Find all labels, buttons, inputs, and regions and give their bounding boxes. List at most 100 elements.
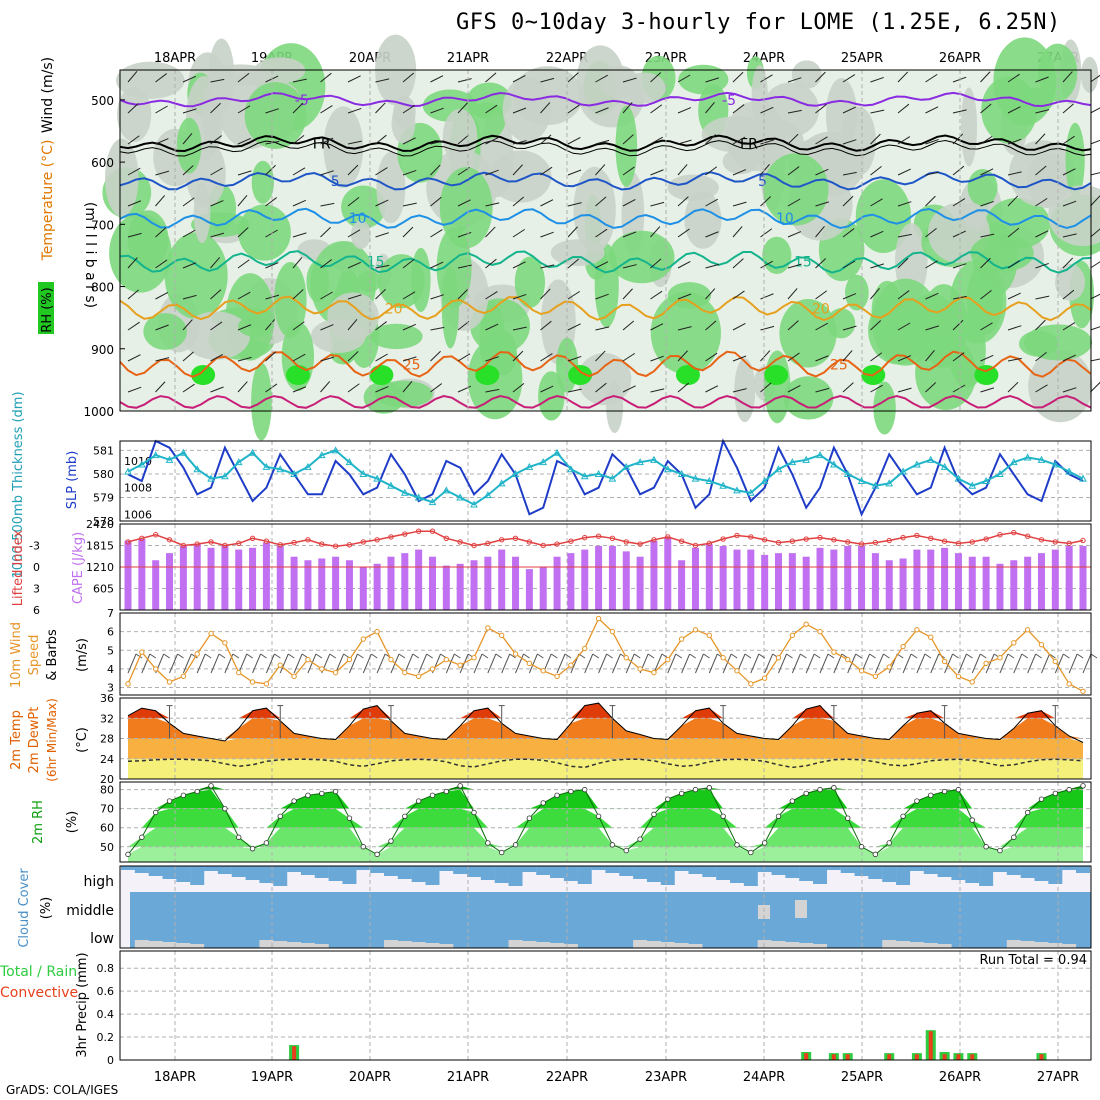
rh-region (623, 72, 666, 104)
cloud-high-bar (1048, 866, 1063, 884)
wind-barb (155, 357, 170, 362)
rh2m-marker (194, 788, 200, 795)
thickness-marker (456, 493, 465, 501)
surface-wind-barb (855, 653, 862, 659)
li-marker (872, 539, 879, 546)
precip-tick: 0.6 (97, 985, 115, 998)
cloud-low-bar (646, 941, 661, 948)
cloud-low-bar (813, 944, 828, 948)
surface-wind-barb (287, 653, 295, 659)
cloud-high-bar (909, 866, 924, 871)
wind-barb (870, 287, 880, 300)
wind-barb (402, 104, 416, 114)
rh-region (441, 266, 459, 349)
thickness-marker (816, 451, 824, 459)
surface-wind-barb (681, 653, 691, 674)
wind-barb (815, 258, 827, 269)
wind-barb (512, 350, 524, 362)
cloud-high-bar (550, 866, 565, 878)
wind-speed-marker (845, 656, 851, 663)
wind-barb (787, 109, 802, 114)
wind-barb (210, 289, 222, 300)
wind-barb (127, 167, 141, 176)
wind-barb (1035, 76, 1049, 83)
temp-band (128, 758, 1083, 779)
wind-barb (402, 291, 416, 300)
cloud-high-bar (979, 866, 994, 886)
thickness-marker (608, 474, 617, 482)
precip-convective-bar (292, 1046, 297, 1060)
wind-speed-marker (415, 673, 422, 680)
li-marker (955, 540, 962, 547)
rh2m-unit-label: (%) (65, 811, 80, 834)
rh2m-marker (498, 849, 505, 856)
wind-barb (485, 258, 497, 269)
wind-barb (952, 319, 964, 331)
cloud-high-bar (702, 866, 717, 877)
thickness-marker (746, 488, 755, 496)
li-marker (360, 539, 366, 545)
wind-speed-marker (305, 656, 311, 663)
wind-barb (567, 202, 582, 207)
surface-wind-barb (418, 653, 428, 674)
wind-barb (375, 232, 389, 238)
wind-barb (650, 136, 663, 145)
li-marker (568, 538, 574, 544)
pressure-tick: 600 (91, 156, 114, 170)
cloud-low-bar (1006, 940, 1021, 948)
li-marker (651, 537, 657, 543)
wind-barb (402, 169, 417, 176)
surface-wind-barb (141, 653, 151, 674)
wind-barb (870, 384, 883, 393)
thickness-marker (137, 460, 146, 468)
cloud-high-bar (522, 866, 537, 872)
wind-barb (292, 321, 305, 331)
wind-barb (457, 288, 469, 300)
cloud-high-bar (1076, 866, 1090, 873)
li-marker (595, 533, 602, 539)
surface-wind-barb (1027, 653, 1037, 674)
wind-barb (182, 108, 197, 114)
cloud-high-bar (148, 866, 163, 876)
li-marker (498, 537, 505, 543)
wind-barb (760, 293, 774, 300)
cape-bar (539, 567, 547, 610)
isotherm-line (119, 250, 1092, 274)
rh-region (1055, 263, 1086, 301)
isotherm-line (119, 134, 1092, 153)
surface-wind-barb (398, 653, 406, 659)
wind-barb (980, 354, 994, 362)
date-label-bottom: 18APR (154, 1070, 196, 1085)
wind-barb (540, 102, 551, 114)
cape-bar (816, 547, 824, 610)
temp-frame (119, 697, 1092, 780)
surface-wind-barb (625, 653, 635, 674)
rh2m-axis-label: 2m RH (31, 800, 46, 844)
wind-speed-marker (983, 660, 989, 667)
wind-barb (980, 71, 991, 83)
precip-tick: 0.4 (97, 1008, 115, 1021)
wind-barb (980, 233, 995, 238)
cloud-high-bar (826, 866, 841, 870)
rh-region (357, 270, 382, 293)
rh2m-tick: 60 (100, 822, 114, 835)
thickness-tick: 580 (93, 468, 114, 481)
pressure-tick: 1000 (83, 405, 114, 419)
cape-bar (207, 547, 215, 610)
wind-barb (265, 197, 277, 207)
wind-barb (897, 257, 909, 269)
thickness-marker (968, 481, 977, 489)
cloud-low-bar (134, 940, 149, 948)
thickness-marker (276, 465, 285, 473)
wind-barb (650, 104, 663, 114)
wind-barb (897, 103, 910, 114)
li-marker (457, 539, 463, 545)
date-label-bottom: 22APR (546, 1070, 588, 1085)
surface-wind-barb (1013, 653, 1023, 674)
surface-wind-barb (930, 653, 940, 674)
li-marker (388, 534, 394, 540)
wind-barb (237, 170, 252, 176)
li-marker (291, 539, 297, 546)
rh-region (1065, 122, 1085, 198)
li-marker (554, 541, 560, 547)
